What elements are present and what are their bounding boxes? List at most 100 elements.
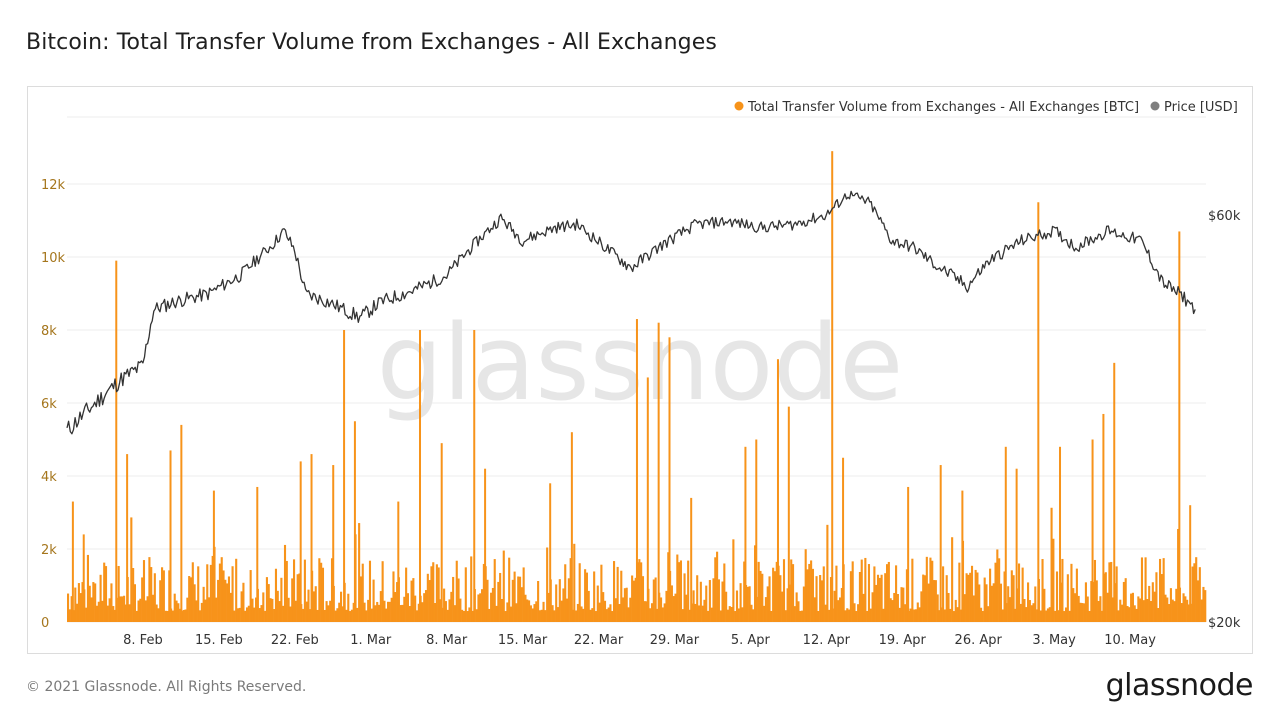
volume-bar xyxy=(81,582,84,622)
volume-bar xyxy=(598,602,601,622)
volume-bar xyxy=(980,607,983,622)
volume-bar xyxy=(694,603,697,622)
volume-bar xyxy=(869,608,872,622)
volume-bar xyxy=(390,597,393,622)
volume-bar xyxy=(808,563,811,622)
volume-bar xyxy=(506,602,509,622)
volume-bar xyxy=(822,566,825,622)
legend-volume-label[interactable]: Total Transfer Volume from Exchanges - A… xyxy=(747,100,1139,115)
volume-bar xyxy=(394,592,397,622)
volume-bar xyxy=(951,537,954,622)
volume-bar xyxy=(1077,595,1080,622)
volume-bar xyxy=(1108,562,1111,622)
volume-spike-bar xyxy=(831,151,834,622)
volume-bar xyxy=(1074,593,1077,622)
volume-bar xyxy=(1140,557,1144,622)
volume-bar xyxy=(439,599,442,622)
volume-bar xyxy=(784,610,787,622)
volume-bar xyxy=(312,591,315,622)
volume-bar xyxy=(1023,599,1026,622)
volume-bar xyxy=(1180,603,1183,622)
volume-bar xyxy=(412,578,415,622)
volume-bar xyxy=(923,575,927,622)
volume-bar xyxy=(191,562,194,622)
volume-bar xyxy=(580,606,583,622)
volume-bar xyxy=(453,605,457,622)
volume-bar xyxy=(90,597,93,622)
price-line xyxy=(66,190,1196,435)
volume-bar xyxy=(1204,590,1207,622)
volume-bar xyxy=(766,586,769,622)
volume-bar xyxy=(938,610,941,622)
volume-bar xyxy=(705,585,708,622)
volume-bar xyxy=(528,600,531,622)
volume-bar xyxy=(1153,591,1156,622)
volume-bar xyxy=(743,561,746,622)
volume-bar xyxy=(858,571,861,622)
volume-bar xyxy=(262,592,265,622)
volume-bar xyxy=(849,571,852,622)
volume-bar xyxy=(629,597,632,622)
glassnode-logo[interactable]: glassnode xyxy=(1105,668,1254,703)
volume-bar xyxy=(565,598,569,622)
volume-bar xyxy=(117,565,120,622)
volume-bar xyxy=(273,609,276,622)
volume-bar xyxy=(280,577,283,622)
volume-bar xyxy=(1175,588,1178,622)
volume-bar xyxy=(876,574,880,622)
volume-bar xyxy=(775,561,778,622)
volume-bar xyxy=(468,607,471,622)
volume-bar xyxy=(1198,567,1201,622)
volume-bar xyxy=(1030,605,1033,622)
volume-bar xyxy=(591,608,594,622)
volume-bar xyxy=(810,560,813,622)
volume-bar xyxy=(341,606,344,622)
volume-spike-bar xyxy=(549,483,552,622)
x-axis-tick-label: 5. Apr xyxy=(731,633,771,648)
volume-bar xyxy=(990,585,993,622)
volume-bar xyxy=(576,603,579,622)
volume-bar xyxy=(1200,599,1203,622)
volume-bar xyxy=(801,610,804,622)
volume-spike-bar xyxy=(1091,439,1094,622)
x-axis-tick-label: 29. Mar xyxy=(650,633,700,648)
volume-spike-bar xyxy=(1102,413,1105,622)
volume-bar xyxy=(752,609,755,622)
volume-bar xyxy=(399,605,402,622)
volume-bar xyxy=(996,549,999,622)
volume-bar xyxy=(884,573,887,622)
volume-bar xyxy=(1066,574,1069,622)
volume-bar xyxy=(1173,601,1176,622)
volume-bar xyxy=(159,580,162,622)
volume-bar xyxy=(683,573,686,622)
volume-bar xyxy=(500,599,504,622)
volume-bar xyxy=(611,611,614,622)
volume-bar xyxy=(947,592,950,622)
volume-bar xyxy=(786,588,789,622)
volume-bar xyxy=(918,607,921,622)
volume-bar xyxy=(983,577,986,622)
legend-price-label[interactable]: Price [USD] xyxy=(1164,100,1238,115)
volume-bar xyxy=(520,587,523,622)
volume-bar xyxy=(67,593,70,622)
volume-bar xyxy=(1124,578,1127,622)
volume-spike-bar xyxy=(1015,468,1018,622)
volume-bar xyxy=(197,566,200,622)
volume-spike-bar xyxy=(755,439,758,622)
volume-bar xyxy=(1099,596,1102,622)
volume-bar xyxy=(972,595,975,622)
volume-spike-bar xyxy=(212,490,215,622)
volume-bar xyxy=(206,564,209,622)
volume-bar xyxy=(211,555,214,622)
volume-bar xyxy=(387,601,390,622)
copyright-footer: © 2021 Glassnode. All Rights Reserved. xyxy=(26,679,307,695)
volume-bar xyxy=(432,562,435,622)
volume-bar xyxy=(368,560,372,622)
volume-bar xyxy=(323,609,326,622)
legend-volume-dot xyxy=(734,101,744,111)
volume-bar xyxy=(155,604,158,622)
volume-bar xyxy=(712,578,715,622)
left-axis-tick-label: 2k xyxy=(41,543,57,558)
volume-bar xyxy=(1131,592,1134,622)
volume-bar xyxy=(697,605,701,622)
